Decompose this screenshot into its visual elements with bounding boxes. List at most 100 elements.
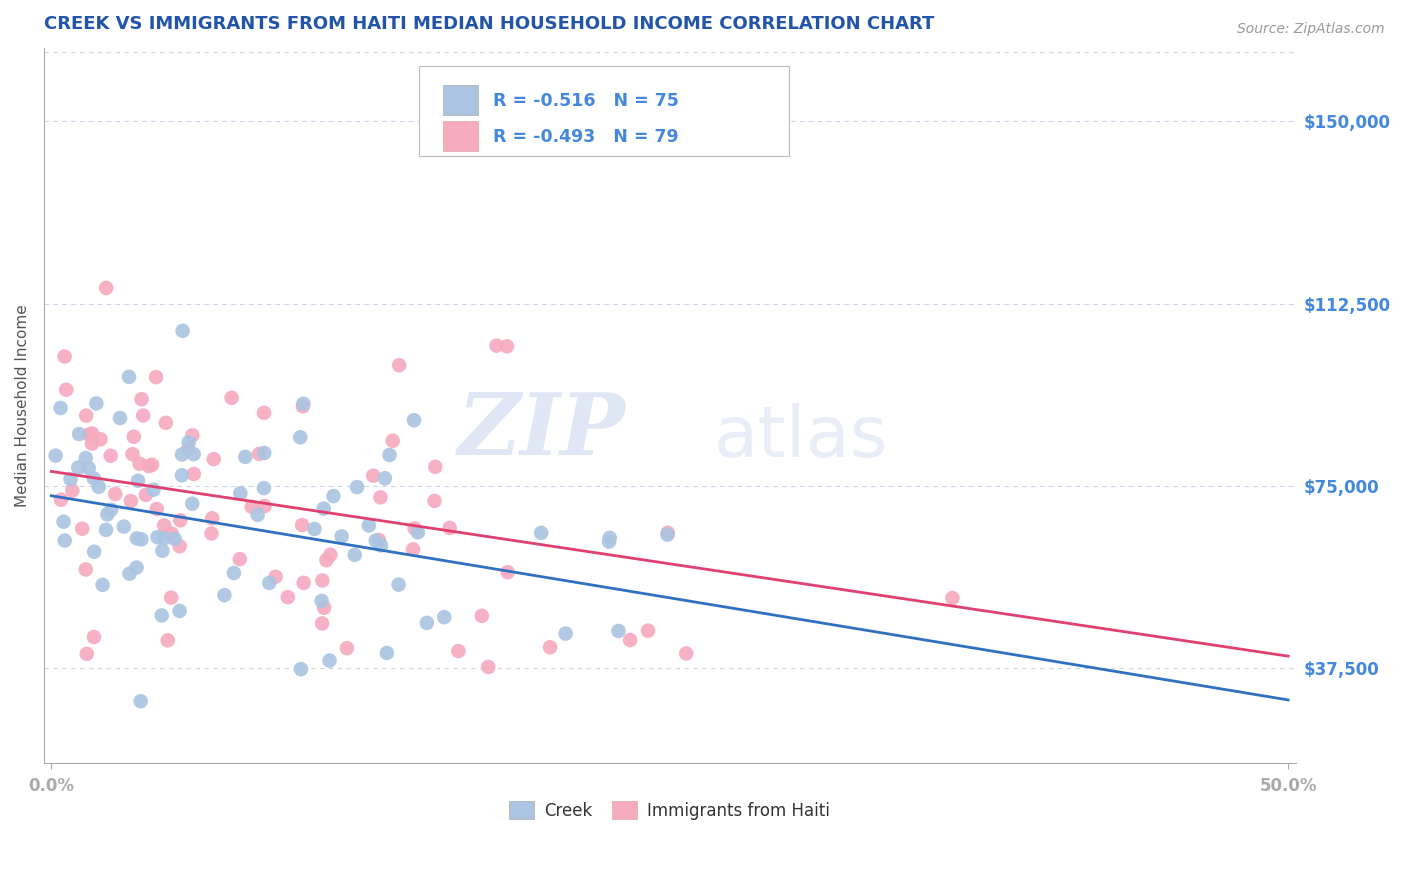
Point (202, 452, 225, 467)
Point (292, 575, 315, 590)
Point (128, 457, 150, 471)
Point (291, 518, 314, 533)
Point (388, 359, 411, 373)
Point (96, 281, 118, 295)
Point (318, 654, 340, 668)
Point (60, 483, 83, 498)
Point (367, 533, 389, 547)
Point (304, 522, 326, 536)
Point (118, 566, 141, 581)
Point (120, 494, 142, 508)
Point (153, 531, 176, 545)
Point (222, 566, 245, 580)
Point (89, 432, 111, 446)
Point (607, 624, 630, 638)
Point (181, 428, 204, 442)
FancyBboxPatch shape (443, 120, 478, 151)
Point (49, 401, 72, 415)
Text: CREEK VS IMMIGRANTS FROM HAITI MEDIAN HOUSEHOLD INCOME CORRELATION CHART: CREEK VS IMMIGRANTS FROM HAITI MEDIAN HO… (44, 15, 934, 33)
Legend: Creek, Immigrants from Haiti: Creek, Immigrants from Haiti (502, 795, 837, 826)
Point (253, 446, 276, 460)
Point (181, 497, 204, 511)
Point (83, 545, 105, 559)
Text: Source: ZipAtlas.com: Source: ZipAtlas.com (1237, 22, 1385, 37)
Point (343, 548, 366, 562)
Point (214, 588, 236, 602)
Point (229, 486, 252, 500)
Point (138, 459, 160, 474)
Point (75, 562, 97, 576)
Point (75, 409, 97, 423)
Point (357, 518, 380, 533)
Point (131, 392, 153, 407)
Point (364, 533, 387, 548)
Point (100, 449, 122, 463)
FancyBboxPatch shape (443, 85, 478, 115)
Point (425, 459, 447, 474)
Point (657, 525, 679, 540)
Point (100, 502, 122, 516)
Point (404, 521, 426, 535)
Point (374, 471, 396, 485)
Point (183, 447, 205, 461)
Point (477, 660, 499, 674)
Point (375, 646, 398, 660)
Point (311, 574, 333, 588)
Point (170, 448, 193, 462)
Point (177, 435, 200, 450)
Point (381, 434, 404, 448)
Point (67, 460, 90, 475)
Point (246, 508, 269, 522)
Point (200, 526, 222, 541)
Point (253, 499, 276, 513)
Point (361, 468, 384, 483)
Point (163, 532, 186, 546)
Point (125, 532, 148, 546)
Point (59, 472, 82, 486)
Point (336, 641, 359, 656)
Point (118, 370, 141, 384)
Point (221, 391, 243, 405)
Point (53, 533, 76, 548)
Point (402, 542, 425, 557)
Point (433, 610, 456, 624)
Point (637, 624, 659, 638)
Point (619, 633, 641, 648)
Point (675, 647, 697, 661)
Point (598, 534, 620, 549)
Point (370, 538, 392, 552)
FancyBboxPatch shape (419, 66, 789, 155)
Point (169, 513, 191, 527)
Point (277, 590, 299, 604)
Point (538, 640, 561, 655)
Point (83, 630, 105, 644)
Point (122, 430, 145, 444)
Point (447, 644, 470, 658)
Point (91, 578, 114, 592)
Point (388, 577, 411, 591)
Point (55, 383, 77, 397)
Point (319, 548, 342, 562)
Point (330, 529, 353, 543)
Text: R = -0.493   N = 79: R = -0.493 N = 79 (494, 128, 679, 146)
Point (378, 448, 401, 462)
Point (292, 397, 315, 411)
Point (290, 430, 312, 444)
Point (75, 451, 97, 466)
Point (160, 526, 183, 541)
Point (94, 523, 117, 537)
Point (125, 560, 148, 574)
Point (141, 458, 163, 472)
Point (52, 515, 75, 529)
Point (70, 522, 93, 536)
Point (87, 480, 110, 494)
Point (183, 467, 205, 481)
Point (67, 427, 90, 442)
Point (150, 608, 173, 623)
Point (471, 608, 494, 623)
Point (82, 426, 104, 441)
Point (247, 447, 270, 461)
Point (530, 525, 553, 540)
Point (49, 492, 72, 507)
Point (315, 553, 337, 567)
